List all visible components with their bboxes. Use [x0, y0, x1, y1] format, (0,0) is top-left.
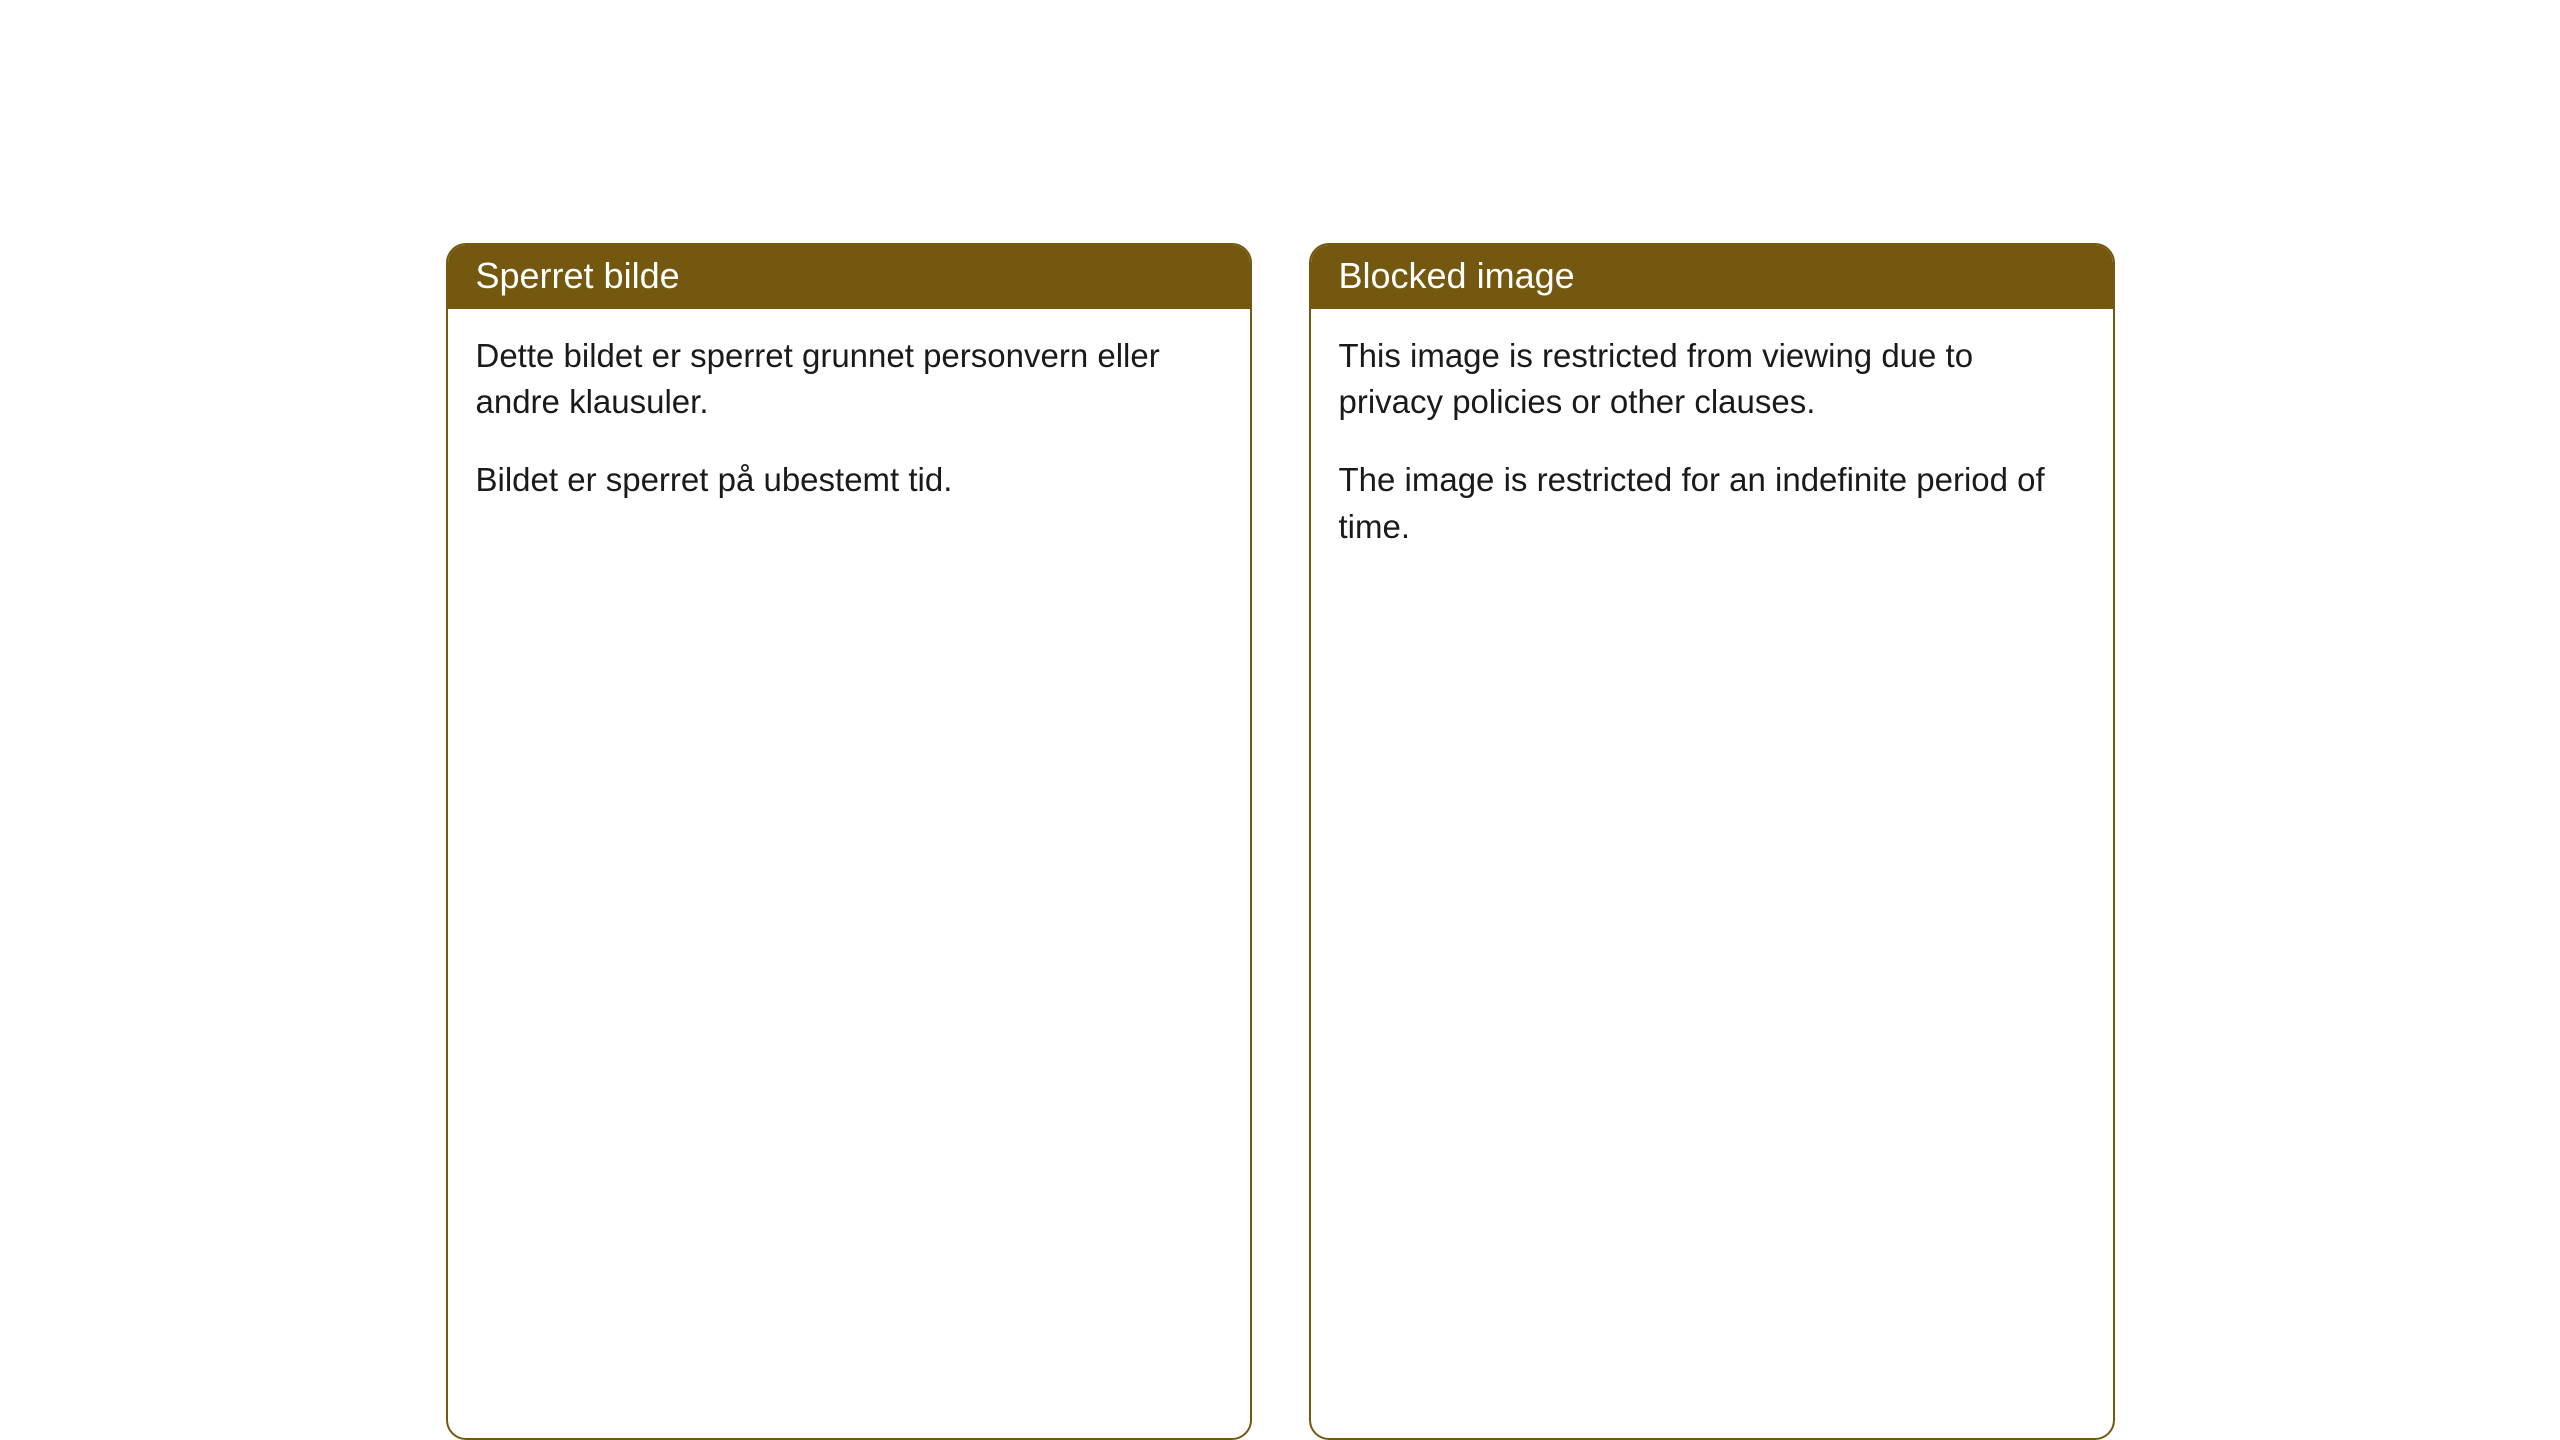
card-paragraph: Dette bildet er sperret grunnet personve…	[476, 333, 1222, 425]
notice-card-norwegian: Sperret bilde Dette bildet er sperret gr…	[446, 243, 1252, 1440]
card-paragraph: The image is restricted for an indefinit…	[1339, 457, 2085, 549]
notice-card-english: Blocked image This image is restricted f…	[1309, 243, 2115, 1440]
card-body: This image is restricted from viewing du…	[1311, 309, 2113, 590]
card-header: Sperret bilde	[448, 245, 1250, 309]
card-title: Sperret bilde	[476, 255, 680, 296]
card-paragraph: This image is restricted from viewing du…	[1339, 333, 2085, 425]
card-body: Dette bildet er sperret grunnet personve…	[448, 309, 1250, 544]
card-header: Blocked image	[1311, 245, 2113, 309]
card-title: Blocked image	[1339, 255, 1575, 296]
card-paragraph: Bildet er sperret på ubestemt tid.	[476, 457, 1222, 503]
notice-cards-container: Sperret bilde Dette bildet er sperret gr…	[446, 243, 2115, 1440]
